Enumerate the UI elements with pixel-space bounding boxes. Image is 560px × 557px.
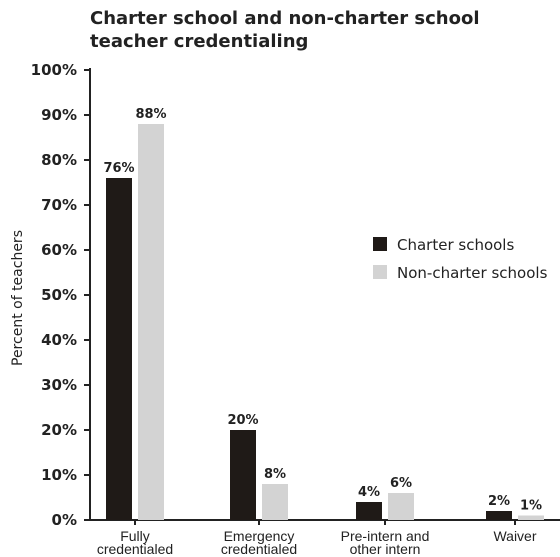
category-label: credentialed	[221, 541, 297, 557]
data-label-charter: 76%	[103, 161, 134, 176]
bar-non-charter	[262, 484, 288, 520]
data-label-charter: 20%	[227, 413, 258, 428]
category-label: Waiver	[493, 528, 536, 544]
bar-non-charter	[138, 124, 164, 520]
chart-title-line-2: teacher credentialing	[90, 31, 308, 52]
category-label: Fully	[120, 528, 150, 544]
y-tick-label: 60%	[41, 241, 77, 259]
bar-non-charter	[388, 493, 414, 520]
category-label: Pre-intern and	[341, 528, 430, 544]
category-label: credentialed	[97, 541, 173, 557]
bar-charter	[230, 430, 256, 520]
data-label-non-charter: 6%	[390, 476, 412, 491]
data-label-non-charter: 8%	[264, 467, 286, 482]
bar-charter	[356, 502, 382, 520]
bar-non-charter	[518, 515, 544, 520]
y-tick-label: 100%	[31, 61, 77, 79]
legend-label-non-charter: Non-charter schools	[397, 264, 548, 282]
plot-area: 0% 10% 20% 30% 40% 50% 60% 70% 80% 90% 100% 76% 88% F…	[31, 61, 560, 557]
y-axis-label: Percent of teachers	[10, 230, 26, 366]
y-tick-label: 90%	[41, 106, 77, 124]
bar-charter	[106, 178, 132, 520]
y-tick-label: 30%	[41, 376, 77, 394]
category-label: other intern	[350, 541, 421, 557]
y-tick-label: 10%	[41, 466, 77, 484]
data-label-non-charter: 1%	[520, 499, 542, 514]
legend-swatch-non-charter	[373, 265, 387, 279]
y-tick-label: 40%	[41, 331, 77, 349]
y-tick-label: 50%	[41, 286, 77, 304]
y-tick-label: 20%	[41, 421, 77, 439]
y-tick-label: 0%	[52, 511, 77, 529]
bar-charter	[486, 511, 512, 520]
legend-swatch-charter	[373, 237, 387, 251]
chart-title-line-1: Charter school and non-charter school	[90, 8, 480, 29]
legend: Charter schools Non-charter schools	[373, 236, 548, 282]
data-label-charter: 2%	[488, 494, 510, 509]
data-label-non-charter: 88%	[135, 107, 166, 122]
category-label: Emergency	[224, 528, 295, 544]
y-tick-label: 70%	[41, 196, 77, 214]
legend-label-charter: Charter schools	[397, 236, 514, 254]
data-label-charter: 4%	[358, 485, 380, 500]
y-tick-label: 80%	[41, 151, 77, 169]
